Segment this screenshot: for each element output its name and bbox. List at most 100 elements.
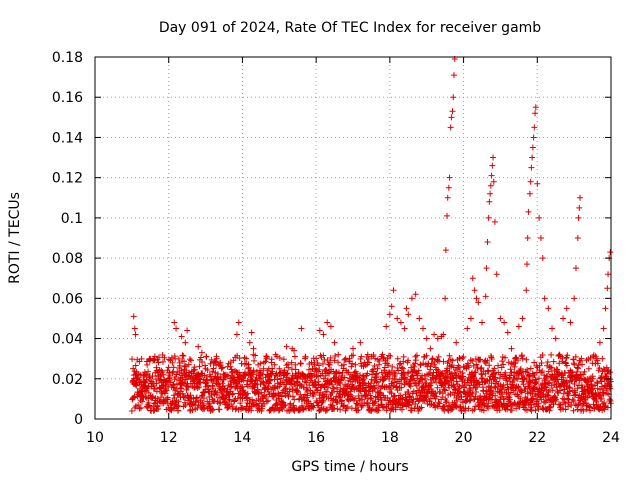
baseline-point — [538, 359, 545, 366]
baseline-point — [188, 357, 195, 364]
baseline-point — [160, 358, 167, 365]
baseline-point — [209, 406, 216, 413]
baseline-point — [513, 405, 520, 412]
baseline-point — [562, 406, 569, 413]
baseline-point — [434, 403, 441, 410]
baseline-point — [326, 359, 333, 366]
baseline-point — [199, 358, 206, 365]
baseline-point — [590, 401, 597, 408]
baseline-point — [371, 384, 378, 391]
baseline-point — [527, 365, 534, 372]
data-point — [394, 315, 401, 322]
baseline-point — [570, 407, 577, 414]
baseline-point — [189, 401, 196, 408]
baseline-point — [523, 376, 530, 383]
baseline-point — [499, 391, 506, 398]
baseline-point — [170, 381, 177, 388]
baseline-point — [502, 371, 509, 378]
axis-ticks: 10 12 14 16 18 20 22 24 0 0.02 0.04 0.06 0.08 0.1 0.12… — [52, 50, 620, 446]
data-point — [232, 367, 239, 374]
baseline-point — [589, 386, 596, 393]
baseline-point — [523, 356, 530, 363]
baseline-point — [314, 386, 321, 393]
baseline-point — [285, 364, 292, 371]
baseline-point — [280, 356, 287, 363]
baseline-point — [327, 354, 334, 361]
baseline-point — [132, 381, 139, 388]
baseline-point — [563, 379, 570, 386]
baseline-point — [331, 357, 338, 364]
baseline-point — [578, 375, 585, 382]
baseline-point — [367, 396, 374, 403]
baseline-point — [357, 372, 364, 379]
baseline-point — [375, 407, 382, 414]
baseline-point — [469, 357, 476, 364]
baseline-point — [153, 380, 160, 387]
baseline-point — [269, 368, 276, 375]
data-point — [313, 355, 320, 362]
data-point — [456, 355, 463, 362]
baseline-point — [347, 388, 354, 395]
baseline-point — [145, 399, 152, 406]
data-point — [479, 319, 485, 326]
baseline-point — [539, 368, 546, 375]
baseline-point — [202, 362, 209, 369]
baseline-point — [350, 352, 357, 359]
baseline-point — [447, 390, 454, 397]
baseline-point — [460, 373, 467, 380]
baseline-point — [496, 407, 503, 414]
data-point — [154, 395, 161, 402]
baseline-point — [396, 361, 403, 368]
baseline-point — [320, 352, 327, 359]
baseline-point — [380, 354, 387, 361]
baseline-point — [224, 372, 231, 379]
baseline-point — [323, 406, 330, 413]
baseline-point — [160, 371, 167, 378]
baseline-point — [393, 383, 400, 390]
baseline-point — [435, 399, 442, 406]
baseline-point — [216, 406, 223, 413]
data-point — [536, 214, 543, 221]
baseline-point — [357, 360, 364, 367]
baseline-point — [544, 362, 551, 369]
data-point — [335, 351, 342, 358]
baseline-point — [471, 374, 478, 381]
baseline-point — [489, 402, 496, 409]
baseline-point — [598, 395, 605, 402]
baseline-point — [593, 379, 600, 386]
baseline-point — [136, 405, 143, 412]
baseline-point — [364, 399, 371, 406]
baseline-point — [452, 372, 459, 379]
baseline-point — [348, 363, 355, 370]
data-point — [233, 331, 240, 338]
baseline-point — [138, 398, 145, 405]
y-tick-label: 0.06 — [52, 291, 83, 307]
x-tick-label: 24 — [602, 430, 620, 446]
baseline-point — [200, 395, 207, 402]
baseline-point — [165, 364, 172, 371]
baseline-point — [352, 361, 359, 368]
baseline-point — [422, 375, 429, 382]
baseline-point — [179, 390, 186, 397]
baseline-point — [226, 396, 233, 403]
data-point — [527, 178, 534, 185]
baseline-point — [414, 370, 421, 377]
baseline-point — [152, 399, 159, 406]
baseline-point — [405, 357, 412, 364]
baseline-point — [282, 385, 289, 392]
baseline-point — [230, 390, 237, 397]
y-tick-label: 0.14 — [52, 130, 83, 146]
baseline-point — [226, 384, 233, 391]
data-point — [602, 305, 609, 312]
baseline-point — [433, 366, 440, 373]
baseline-point — [563, 362, 570, 369]
baseline-point — [185, 361, 192, 368]
data-point — [147, 355, 154, 362]
baseline-point — [368, 395, 375, 402]
y-tick-label: 0.1 — [61, 211, 83, 227]
baseline-point — [291, 381, 298, 388]
baseline-point — [354, 400, 361, 407]
baseline-point — [526, 383, 533, 390]
data-point — [501, 319, 508, 326]
baseline-point — [511, 363, 518, 370]
